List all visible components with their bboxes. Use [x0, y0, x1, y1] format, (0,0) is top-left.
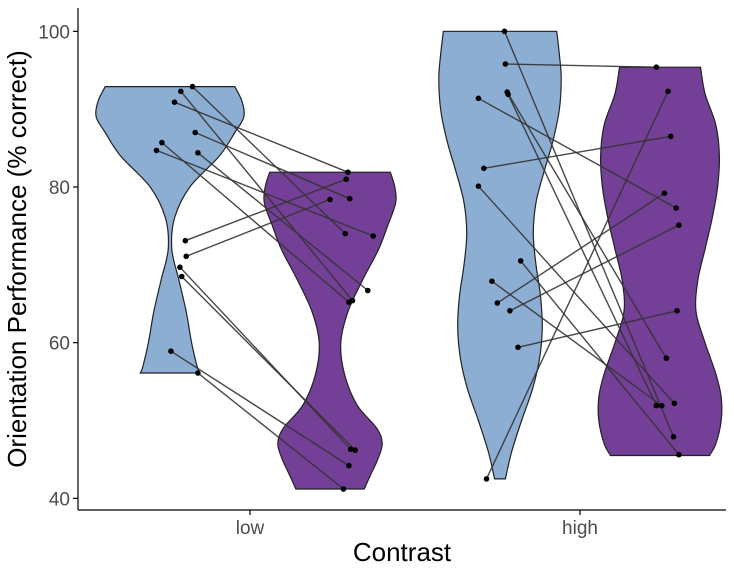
pair-line-high-21 — [520, 260, 680, 456]
point-high-series-1-18 — [475, 95, 482, 102]
point-low-series-1-4 — [192, 129, 198, 136]
pair-line-low-9 — [185, 198, 331, 257]
point-high-series-1-25 — [515, 344, 521, 351]
point-low-series-2-8 — [343, 176, 350, 182]
pair-line-high-19 — [483, 135, 671, 169]
point-high-series-2-19 — [668, 133, 674, 140]
point-low-series-2-6 — [365, 287, 371, 294]
pair-line-low-12 — [170, 350, 350, 467]
y-tick-label-40: 40 — [49, 489, 70, 510]
point-high-series-2-21 — [676, 451, 682, 458]
point-high-series-2-16 — [663, 355, 670, 362]
x-tick-label-high: high — [562, 518, 598, 539]
point-low-series-2-10 — [347, 446, 354, 453]
violin-layer — [95, 30, 723, 490]
pair-line-high-14 — [503, 31, 675, 438]
point-high-series-1-19 — [481, 165, 487, 172]
point-high-series-1-23 — [494, 300, 501, 306]
point-high-series-1-14 — [501, 28, 508, 35]
point-high-series-2-24 — [676, 222, 682, 228]
point-low-series-1-12 — [168, 348, 174, 355]
pair-line-low-5 — [161, 142, 350, 303]
point-low-series-1-9 — [183, 253, 189, 260]
y-tick-label-80: 80 — [49, 178, 70, 199]
pair-line-low-13 — [197, 372, 344, 490]
y-axis-ticks: 40 60 80 100 — [38, 22, 78, 510]
pair-line-low-8 — [185, 178, 347, 242]
pair-line-high-24 — [509, 224, 680, 312]
pair-line-low-11 — [181, 276, 356, 451]
paired-lines-layer — [156, 31, 680, 490]
violin-high-series-2 — [597, 66, 723, 457]
pair-line-low-2 — [180, 90, 354, 302]
point-low-series-1-5 — [159, 139, 165, 146]
point-low-series-1-7 — [153, 147, 160, 154]
point-low-series-1-6 — [195, 150, 201, 156]
pair-line-low-10 — [179, 266, 352, 450]
point-low-series-2-9 — [327, 196, 333, 203]
point-low-series-1-11 — [178, 273, 185, 280]
point-high-series-1-20 — [475, 183, 482, 189]
violin-low-series-1 — [95, 86, 245, 374]
x-axis-title: Contrast — [353, 537, 452, 567]
x-tick-label-low: low — [236, 518, 265, 539]
point-high-series-1-17 — [505, 91, 511, 98]
point-high-series-1-21 — [517, 258, 524, 264]
point-high-series-2-15 — [653, 64, 660, 70]
point-low-series-2-3 — [345, 169, 351, 175]
point-high-series-2-20 — [671, 400, 678, 407]
point-low-series-2-5 — [346, 299, 352, 306]
pair-line-low-6 — [197, 152, 369, 292]
y-axis-title: Orientation Performance (% correct) — [2, 50, 32, 468]
point-high-series-2-25 — [674, 308, 680, 314]
point-low-series-1-13 — [195, 370, 201, 376]
violin-high-series-1 — [438, 30, 562, 480]
pair-line-high-25 — [517, 310, 678, 348]
point-high-series-2-26 — [665, 88, 671, 95]
point-low-series-1-2 — [178, 88, 184, 95]
pair-line-high-20 — [477, 185, 675, 404]
point-low-series-1-1 — [189, 83, 196, 90]
point-high-series-2-14 — [670, 434, 677, 440]
violin-low-series-2 — [263, 171, 397, 490]
point-high-series-1-15 — [502, 61, 509, 67]
point-low-series-2-4 — [347, 195, 353, 202]
y-tick-label-60: 60 — [49, 334, 70, 355]
point-low-series-2-11 — [352, 447, 359, 453]
point-high-series-2-22 — [659, 402, 665, 409]
point-high-series-2-23 — [661, 190, 668, 196]
point-high-series-2-17 — [653, 402, 660, 409]
pair-line-low-7 — [156, 149, 374, 237]
pair-line-high-17 — [507, 94, 658, 407]
pair-line-high-22 — [491, 280, 663, 407]
point-low-series-1-8 — [182, 237, 189, 244]
point-high-series-2-18 — [673, 205, 679, 211]
point-low-series-2-12 — [346, 462, 352, 469]
point-low-series-2-7 — [370, 233, 377, 239]
point-low-series-1-3 — [171, 99, 178, 105]
pair-line-high-15 — [505, 63, 657, 68]
pair-line-high-23 — [496, 192, 665, 304]
points-layer — [153, 28, 682, 492]
point-high-series-1-26 — [483, 476, 490, 482]
pair-line-low-3 — [174, 101, 349, 173]
point-high-series-1-24 — [507, 308, 513, 314]
x-axis-ticks: low high — [236, 510, 598, 539]
point-low-series-2-13 — [340, 486, 347, 492]
point-low-series-2-1 — [342, 230, 349, 237]
pair-line-high-18 — [478, 97, 677, 209]
y-tick-label-100: 100 — [38, 22, 70, 43]
point-low-series-1-10 — [177, 264, 183, 271]
pair-line-high-16 — [506, 91, 667, 359]
pair-line-high-26 — [485, 91, 669, 480]
point-high-series-1-22 — [489, 278, 495, 285]
pair-line-low-1 — [192, 86, 346, 235]
